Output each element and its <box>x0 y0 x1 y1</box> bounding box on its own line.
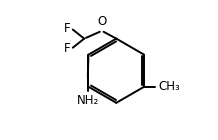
Text: CH₃: CH₃ <box>158 80 180 93</box>
Text: F: F <box>64 42 70 55</box>
Text: O: O <box>97 15 106 28</box>
Text: NH₂: NH₂ <box>77 94 99 107</box>
Text: F: F <box>64 22 70 35</box>
